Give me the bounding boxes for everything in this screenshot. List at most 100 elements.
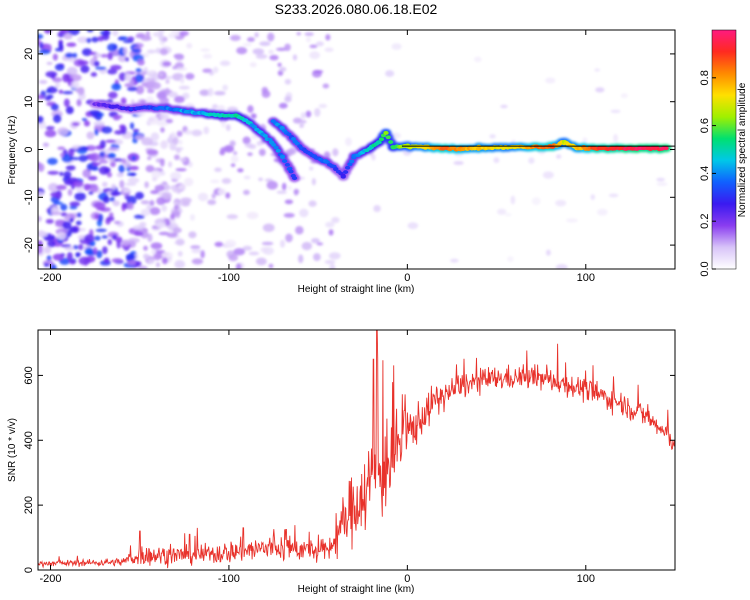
noise-blob (185, 73, 195, 80)
noise-blob (197, 192, 209, 202)
noise-blob (175, 67, 188, 71)
noise-blob (226, 106, 239, 113)
noise-blob (91, 36, 99, 43)
spectrogram-x-label: Height of straight line (km) (298, 284, 415, 295)
noise-blob (262, 246, 274, 255)
noise-blob (493, 157, 500, 164)
noise-blob (145, 70, 156, 75)
noise-blob (108, 147, 117, 151)
noise-blob (280, 239, 286, 248)
noise-blob (156, 197, 166, 206)
noise-blob (528, 157, 535, 164)
noise-blob (155, 222, 167, 229)
noise-blob (251, 134, 258, 140)
noise-blob (250, 113, 257, 119)
noise-blob (474, 56, 482, 63)
noise-blob (237, 168, 244, 173)
noise-blob (94, 53, 102, 58)
noise-blob (52, 253, 64, 261)
noise-blob (190, 245, 201, 249)
colorbar-tick-label: 0.6 (699, 118, 711, 133)
noise-blob (38, 245, 43, 254)
noise-blob (147, 233, 153, 243)
noise-blob (106, 172, 113, 178)
noise-blob (391, 43, 402, 50)
noise-blob (38, 33, 44, 40)
noise-blob (165, 118, 173, 124)
noise-blob (126, 86, 138, 92)
noise-blob (152, 177, 157, 182)
y-tick-label: -20 (23, 237, 35, 253)
noise-blob (50, 103, 59, 111)
noise-blob (309, 166, 314, 171)
noise-blob (81, 48, 93, 56)
ridge-dot (340, 174, 346, 179)
noise-blob (165, 87, 170, 96)
noise-blob (122, 40, 134, 44)
noise-blob (159, 41, 165, 46)
noise-blob (153, 253, 162, 261)
noise-blob (56, 231, 67, 241)
noise-blob (171, 30, 181, 37)
noise-blob (146, 88, 155, 94)
noise-blob (143, 253, 150, 260)
noise-blob (298, 254, 304, 264)
noise-blob (256, 140, 263, 146)
noise-blob (371, 154, 376, 161)
colorbar-gradient (712, 30, 736, 269)
noise-blob (225, 124, 231, 131)
noise-blob (531, 197, 541, 206)
noise-blob (555, 264, 568, 269)
noise-blob (150, 242, 163, 250)
noise-blob (132, 128, 140, 133)
noise-blob (230, 163, 236, 168)
noise-blob (155, 262, 161, 268)
noise-blob (328, 252, 341, 260)
noise-blob (305, 36, 311, 43)
noise-blob (141, 137, 153, 146)
noise-blob (174, 95, 185, 104)
noise-blob (86, 30, 94, 33)
colorbar-tick-label: 0.4 (699, 166, 711, 181)
noise-blob (48, 182, 59, 192)
snr-panel: -200 -100 0 100 0 200 400 600 Height of straig… (7, 329, 676, 595)
noise-blob (94, 128, 99, 136)
noise-blob (202, 53, 213, 59)
noise-blob (301, 241, 313, 251)
noise-blob (38, 38, 41, 46)
noise-blob (140, 36, 152, 42)
noise-blob (43, 263, 50, 267)
snr-plot-area (38, 330, 675, 570)
noise-blob (510, 195, 516, 205)
noise-blob (314, 108, 321, 117)
noise-blob (62, 73, 71, 83)
noise-blob (212, 104, 218, 109)
noise-blob (69, 226, 79, 233)
noise-blob (489, 134, 496, 139)
noise-blob (542, 171, 554, 179)
noise-blob (135, 85, 145, 95)
noise-blob (123, 47, 128, 56)
noise-blob (64, 246, 75, 251)
noise-blob (62, 90, 74, 95)
ridge-dot (378, 137, 385, 142)
noise-blob (304, 32, 314, 37)
noise-blobs (38, 30, 668, 269)
noise-blob (156, 122, 169, 127)
noise-blob (285, 233, 293, 243)
noise-blob (200, 48, 211, 52)
noise-blob (160, 140, 168, 149)
noise-blob (99, 151, 106, 159)
noise-blob (129, 122, 135, 130)
noise-blob (107, 238, 113, 246)
noise-blob (111, 83, 122, 91)
noise-blob (507, 256, 514, 263)
noise-blob (268, 263, 274, 269)
noise-blob (47, 170, 60, 175)
noise-blob (220, 146, 232, 152)
colorbar-ticks: 0.0 0.2 0.4 0.6 0.8 (699, 70, 716, 277)
noise-blob (77, 146, 90, 151)
noise-blob (332, 148, 339, 157)
noise-blob (93, 60, 100, 67)
noise-blob (69, 201, 81, 207)
